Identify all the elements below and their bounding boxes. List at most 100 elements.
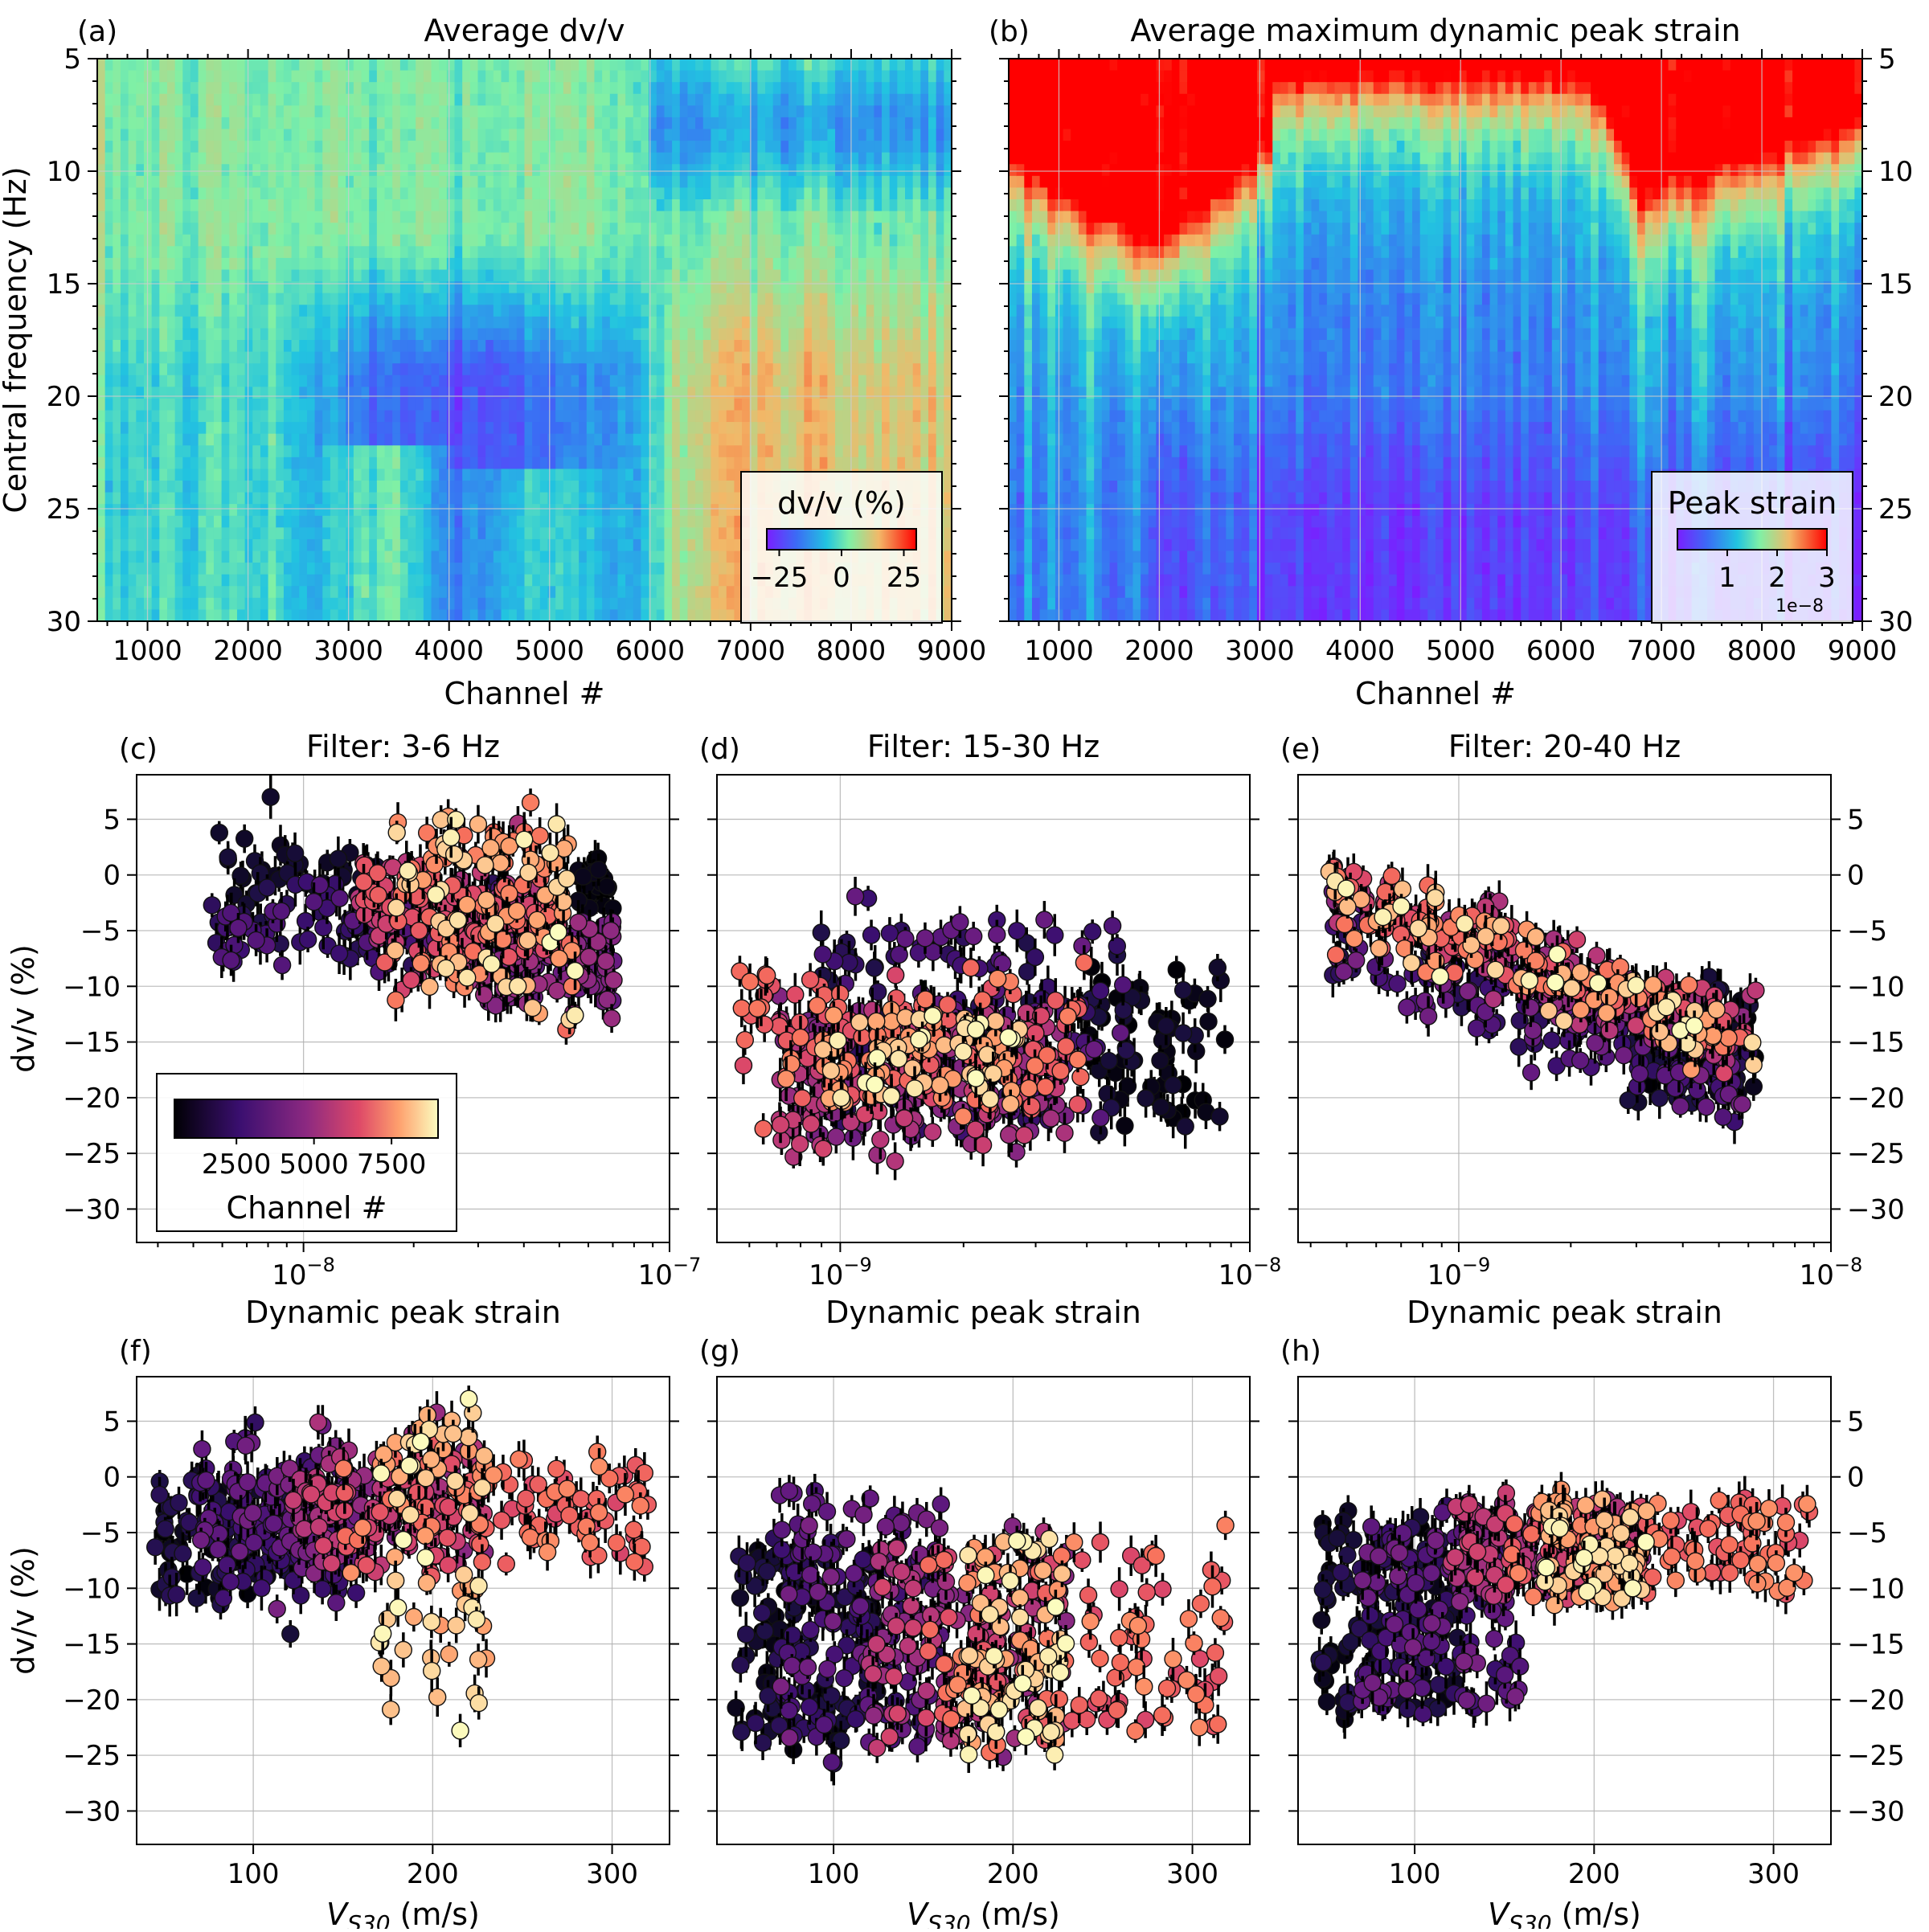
heatmap-cell	[820, 211, 828, 223]
heatmap-cell	[703, 481, 711, 493]
heatmap-cell	[439, 363, 447, 375]
heatmap-cell	[152, 59, 160, 71]
heatmap-cell	[773, 94, 781, 106]
heatmap-cell	[633, 199, 641, 211]
heatmap-cell	[260, 235, 268, 247]
heatmap-cell	[765, 375, 773, 387]
heatmap-cell	[532, 434, 540, 446]
heatmap-cell	[392, 187, 400, 199]
heatmap-cell	[424, 176, 432, 188]
heatmap-cell	[610, 141, 618, 153]
heatmap-cell	[555, 363, 563, 375]
heatmap-cell	[377, 387, 385, 399]
heatmap-cell	[547, 387, 555, 399]
heatmap-cell	[199, 305, 207, 317]
heatmap-cell	[540, 457, 548, 469]
heatmap-cell	[322, 141, 330, 153]
heatmap-cell	[672, 504, 680, 516]
heatmap-cell	[547, 527, 555, 539]
heatmap-cell	[687, 609, 695, 621]
heatmap-cell	[245, 363, 253, 375]
heatmap-cell	[540, 164, 548, 176]
heatmap-cell	[587, 563, 595, 575]
heatmap-cell	[175, 516, 183, 528]
heatmap-cell	[315, 117, 323, 129]
heatmap-cell	[354, 94, 362, 106]
heatmap-cell	[579, 223, 587, 235]
heatmap-cell	[602, 575, 610, 587]
heatmap-cell	[284, 422, 292, 434]
heatmap-cell	[167, 328, 175, 340]
heatmap-cell	[237, 59, 245, 71]
heatmap-cell	[416, 141, 424, 153]
heatmap-cell	[719, 59, 727, 71]
heatmap-cell	[657, 609, 665, 621]
heatmap-cell	[136, 609, 144, 621]
heatmap-cell	[850, 422, 858, 434]
heatmap-cell	[641, 469, 649, 481]
heatmap-cell	[97, 352, 105, 364]
heatmap-cell	[159, 609, 167, 621]
heatmap-cell	[299, 609, 307, 621]
heatmap-cell	[594, 609, 602, 621]
heatmap-cell	[424, 434, 432, 446]
heatmap-cell	[641, 117, 649, 129]
heatmap-cell	[113, 82, 121, 94]
heatmap-cell	[292, 246, 300, 258]
heatmap-cell	[307, 94, 315, 106]
heatmap-cell	[322, 187, 330, 199]
heatmap-cell	[136, 352, 144, 364]
heatmap-cell	[292, 94, 300, 106]
heatmap-cell	[594, 105, 602, 117]
heatmap-cell	[788, 199, 797, 211]
heatmap-cell	[136, 105, 144, 117]
heatmap-cell	[687, 493, 695, 505]
heatmap-cell	[525, 59, 533, 71]
heatmap-cell	[322, 117, 330, 129]
heatmap-cell	[105, 82, 113, 94]
heatmap-cell	[641, 328, 649, 340]
heatmap-cell	[485, 434, 494, 446]
heatmap-cell	[757, 199, 765, 211]
heatmap-cell	[788, 105, 797, 117]
heatmap-cell	[175, 551, 183, 563]
heatmap-cell	[377, 94, 385, 106]
heatmap-cell	[625, 328, 633, 340]
heatmap-cell	[617, 187, 625, 199]
heatmap-cell	[159, 223, 167, 235]
heatmap-cell	[812, 71, 820, 83]
heatmap-cell	[385, 411, 393, 423]
heatmap-cell	[105, 317, 113, 329]
heatmap-cell	[788, 82, 797, 94]
heatmap-cell	[494, 434, 502, 446]
heatmap-cell	[354, 445, 362, 457]
heatmap-cell	[105, 375, 113, 387]
heatmap-cell	[121, 317, 129, 329]
heatmap-cell	[625, 129, 633, 141]
heatmap-cell	[206, 340, 214, 352]
heatmap-cell	[470, 563, 478, 575]
heatmap-cell	[190, 270, 199, 282]
heatmap-cell	[633, 516, 641, 528]
heatmap-cell	[703, 598, 711, 610]
heatmap-cell	[229, 293, 237, 305]
heatmap-cell	[400, 270, 408, 282]
heatmap-cell	[587, 445, 595, 457]
heatmap-cell	[175, 187, 183, 199]
heatmap-cell	[657, 575, 665, 587]
heatmap-cell	[494, 363, 502, 375]
heatmap-cell	[190, 493, 199, 505]
heatmap-cell	[664, 176, 672, 188]
heatmap-cell	[602, 516, 610, 528]
heatmap-cell	[214, 129, 222, 141]
heatmap-cell	[680, 246, 688, 258]
heatmap-cell	[494, 422, 502, 434]
heatmap-cell	[882, 445, 890, 457]
heatmap-cell	[377, 223, 385, 235]
heatmap-cell	[260, 270, 268, 282]
heatmap-cell	[687, 352, 695, 364]
heatmap-cell	[152, 481, 160, 493]
heatmap-cell	[664, 352, 672, 364]
heatmap-cell	[765, 293, 773, 305]
heatmap-cell	[182, 504, 190, 516]
